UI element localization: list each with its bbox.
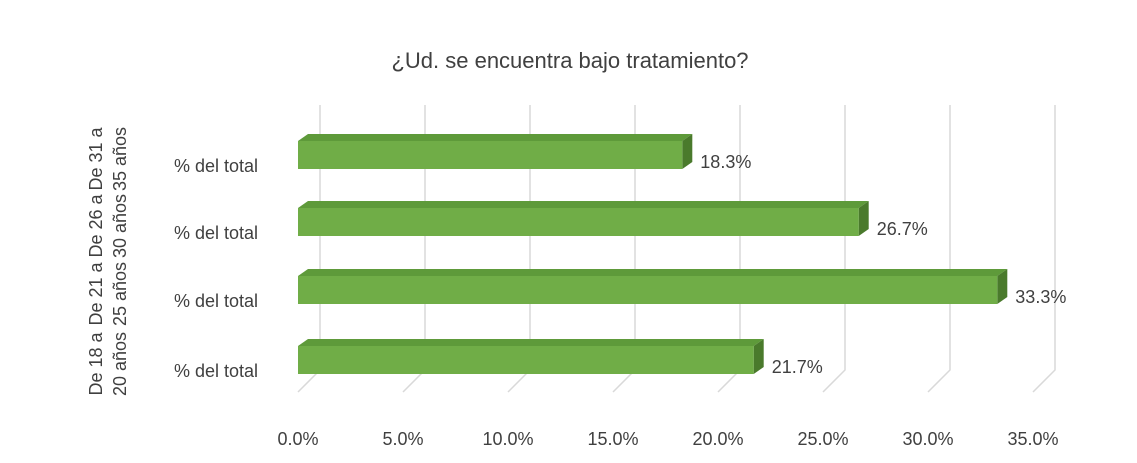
bar-face <box>298 201 869 208</box>
x-tick-label: 20.0% <box>692 429 743 449</box>
bar-face <box>997 269 1008 304</box>
bar <box>298 134 693 169</box>
group-label: De 21 a 25 años <box>86 261 130 327</box>
bar-face <box>298 276 998 304</box>
bar <box>298 339 764 374</box>
x-tick-label: 5.0% <box>382 429 423 449</box>
grid-line <box>927 105 951 393</box>
x-tick-label: 0.0% <box>277 429 318 449</box>
value-label: 26.7% <box>877 219 928 239</box>
bar <box>298 201 869 236</box>
chart-title: ¿Ud. se encuentra bajo tratamiento? <box>391 48 748 73</box>
bar-face <box>298 208 859 236</box>
bar-face <box>298 269 1008 276</box>
x-tick-label: 25.0% <box>797 429 848 449</box>
bar-face <box>298 141 683 169</box>
grid-line <box>822 105 846 393</box>
bar-face <box>298 346 754 374</box>
y-tick-label: % del total <box>174 156 258 176</box>
bar-face <box>858 201 869 236</box>
grid-line <box>1032 105 1056 393</box>
value-label: 33.3% <box>1015 287 1066 307</box>
bar-face <box>682 134 693 169</box>
x-tick-label: 30.0% <box>902 429 953 449</box>
y-tick-label: % del total <box>174 361 258 381</box>
value-label: 21.7% <box>772 357 823 377</box>
group-label: De 18 a 20 años <box>86 331 130 397</box>
value-label: 18.3% <box>700 152 751 172</box>
bar-face <box>298 134 693 141</box>
x-tick-label: 15.0% <box>587 429 638 449</box>
bar-face <box>298 339 764 346</box>
bar-face <box>753 339 764 374</box>
x-tick-label: 35.0% <box>1007 429 1058 449</box>
bar <box>298 269 1008 304</box>
x-tick-label: 10.0% <box>482 429 533 449</box>
y-tick-label: % del total <box>174 291 258 311</box>
y-tick-label: % del total <box>174 223 258 243</box>
